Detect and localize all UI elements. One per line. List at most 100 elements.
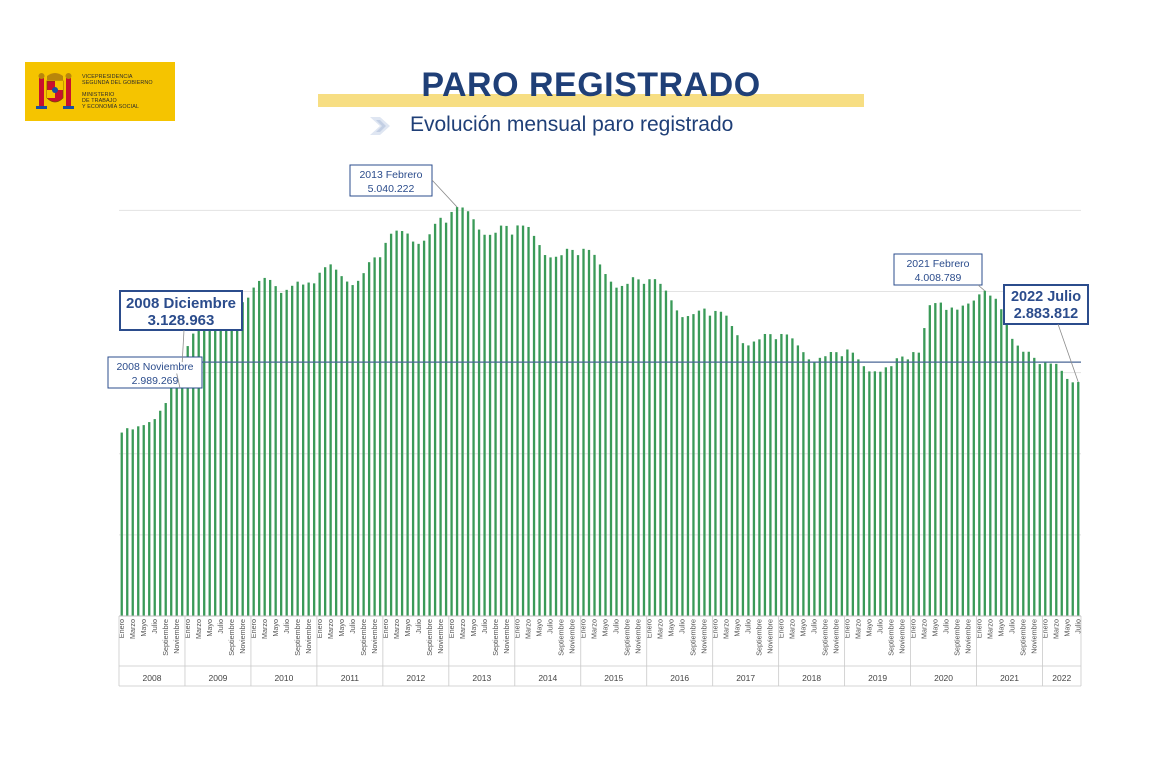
logo-text-line: DE TRABAJO [82, 98, 117, 104]
x-tick-label: Marzo [392, 619, 401, 639]
bar [862, 366, 866, 616]
x-tick-label: Julio [348, 619, 357, 634]
bar [1055, 363, 1058, 616]
x-tick-label: Marzo [524, 619, 533, 639]
x-tick-label: Noviembre [1029, 619, 1038, 654]
bar [406, 233, 409, 617]
bar [455, 207, 459, 616]
x-tick-label: Julio [414, 619, 423, 634]
bar [983, 290, 986, 616]
bar [879, 371, 882, 616]
bar [945, 309, 948, 616]
x-tick-label: Noviembre [172, 619, 181, 654]
bar [719, 311, 723, 616]
bar [890, 366, 893, 616]
bar [741, 343, 745, 616]
x-tick-label: Marzo [854, 619, 863, 639]
bar [752, 341, 756, 616]
x-tick-label: Mayo [205, 619, 214, 637]
bar [120, 432, 123, 616]
x-tick-label: Septiembre [953, 619, 962, 656]
bar [362, 273, 365, 616]
x-tick-label: Enero [249, 619, 258, 638]
bar [527, 226, 530, 616]
bar [131, 429, 134, 616]
bar [208, 322, 211, 616]
bar [989, 295, 992, 616]
x-tick-label: Septiembre [887, 619, 896, 656]
bar [543, 255, 547, 617]
bar [247, 297, 250, 616]
bar [477, 229, 481, 616]
bar [428, 234, 431, 616]
annotation-value: 2.989.269 [132, 375, 179, 387]
x-tick-label: Marzo [986, 619, 995, 639]
bar [444, 222, 448, 617]
bar [653, 279, 657, 616]
bar [648, 279, 651, 616]
annotation-label: 2013 Febrero [359, 169, 422, 181]
bar [126, 428, 129, 616]
bar [582, 248, 585, 617]
x-tick-label: Mayo [865, 619, 874, 637]
x-tick-label: Noviembre [568, 619, 577, 654]
bar [483, 234, 486, 616]
x-tick-label: Enero [183, 619, 192, 638]
bar [312, 283, 316, 616]
bar [307, 282, 310, 616]
bar [1000, 309, 1003, 616]
x-tick-label: Enero [909, 619, 918, 638]
x-tick-label: Enero [381, 619, 390, 638]
bar [230, 315, 233, 616]
bar [571, 249, 574, 616]
title-highlight-band [318, 94, 864, 107]
x-tick-label: Julio [150, 619, 159, 634]
x-tick-label: Julio [810, 619, 819, 634]
x-tick-label: Enero [579, 619, 588, 638]
x-tick-label: Mayo [469, 619, 478, 637]
bar [857, 359, 860, 616]
x-tick-label: Mayo [799, 619, 808, 637]
year-label: 2017 [736, 673, 755, 683]
bar [269, 279, 272, 616]
year-label: 2019 [868, 673, 887, 683]
x-tick-label: Julio [1073, 619, 1082, 634]
logo-text-line: SEGUNDA DEL GOBIERNO [82, 80, 153, 86]
x-tick-label: Julio [1007, 619, 1016, 634]
annotation-label: 2008 Noviembre [116, 361, 193, 373]
bar [181, 362, 184, 616]
x-tick-label: Enero [711, 619, 720, 638]
bar [615, 287, 618, 616]
x-tick-label: Marzo [458, 619, 467, 639]
year-label: 2013 [472, 673, 491, 683]
annotation-label: 2008 Diciembre [126, 295, 236, 312]
bar [400, 231, 404, 616]
bar [576, 255, 580, 616]
x-tick-label: Noviembre [634, 619, 643, 654]
x-tick-label: Enero [1040, 619, 1049, 638]
x-tick-label: Septiembre [425, 619, 434, 656]
x-tick-label: Marzo [128, 619, 137, 639]
bar [1077, 382, 1080, 616]
bar [439, 217, 442, 617]
coat-of-arms-icon [36, 73, 74, 109]
bar [148, 422, 151, 616]
bar [785, 334, 789, 616]
bar [334, 269, 338, 616]
x-tick-label: Septiembre [623, 619, 632, 656]
bar [906, 359, 909, 616]
x-tick-label: Noviembre [700, 619, 709, 654]
x-tick-label: Marzo [590, 619, 599, 639]
bar [780, 333, 783, 616]
bar [675, 310, 679, 616]
logo-text-line: VICEPRESIDENCIA [82, 74, 133, 80]
bar [1049, 363, 1052, 616]
bar [604, 274, 607, 616]
x-tick-label: Enero [777, 619, 786, 638]
bar [631, 277, 635, 616]
year-label: 2014 [538, 673, 557, 683]
bar [137, 426, 140, 616]
x-tick-label: Septiembre [1018, 619, 1027, 656]
bar [697, 310, 701, 616]
